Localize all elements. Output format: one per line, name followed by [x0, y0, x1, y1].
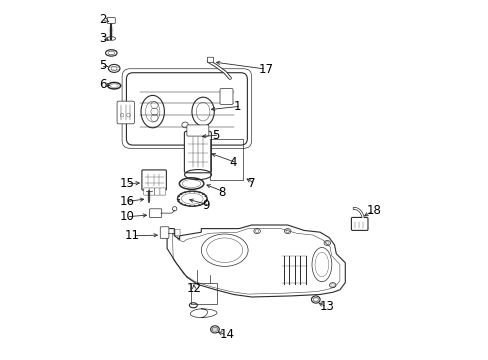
Text: 16: 16 — [119, 195, 134, 208]
Text: 6: 6 — [99, 78, 106, 91]
Text: 4: 4 — [229, 156, 236, 169]
Text: 11: 11 — [125, 229, 140, 242]
FancyBboxPatch shape — [154, 188, 160, 195]
FancyBboxPatch shape — [126, 73, 247, 145]
Text: 9: 9 — [202, 199, 209, 212]
Text: 15: 15 — [119, 177, 134, 190]
FancyBboxPatch shape — [220, 89, 232, 104]
FancyBboxPatch shape — [160, 227, 168, 238]
Text: 7: 7 — [247, 177, 255, 190]
FancyBboxPatch shape — [175, 229, 180, 236]
Text: 2: 2 — [99, 13, 106, 26]
Text: 1: 1 — [233, 100, 241, 113]
FancyBboxPatch shape — [184, 131, 211, 173]
Text: 5: 5 — [212, 129, 219, 141]
Text: 18: 18 — [366, 204, 380, 217]
Text: 3: 3 — [99, 32, 106, 45]
FancyBboxPatch shape — [117, 101, 134, 124]
Text: 5: 5 — [99, 59, 106, 72]
FancyBboxPatch shape — [207, 57, 213, 62]
FancyBboxPatch shape — [149, 209, 162, 217]
FancyBboxPatch shape — [149, 188, 155, 195]
FancyBboxPatch shape — [142, 170, 166, 190]
Text: 13: 13 — [319, 300, 334, 313]
Text: 12: 12 — [186, 282, 202, 294]
Polygon shape — [167, 225, 345, 297]
Text: 10: 10 — [119, 210, 134, 223]
Text: 8: 8 — [218, 186, 225, 199]
FancyBboxPatch shape — [160, 188, 165, 195]
Text: 14: 14 — [219, 328, 234, 341]
FancyBboxPatch shape — [351, 217, 367, 230]
FancyBboxPatch shape — [107, 18, 115, 23]
Text: 17: 17 — [258, 63, 273, 76]
FancyBboxPatch shape — [186, 125, 208, 136]
FancyBboxPatch shape — [143, 188, 149, 195]
